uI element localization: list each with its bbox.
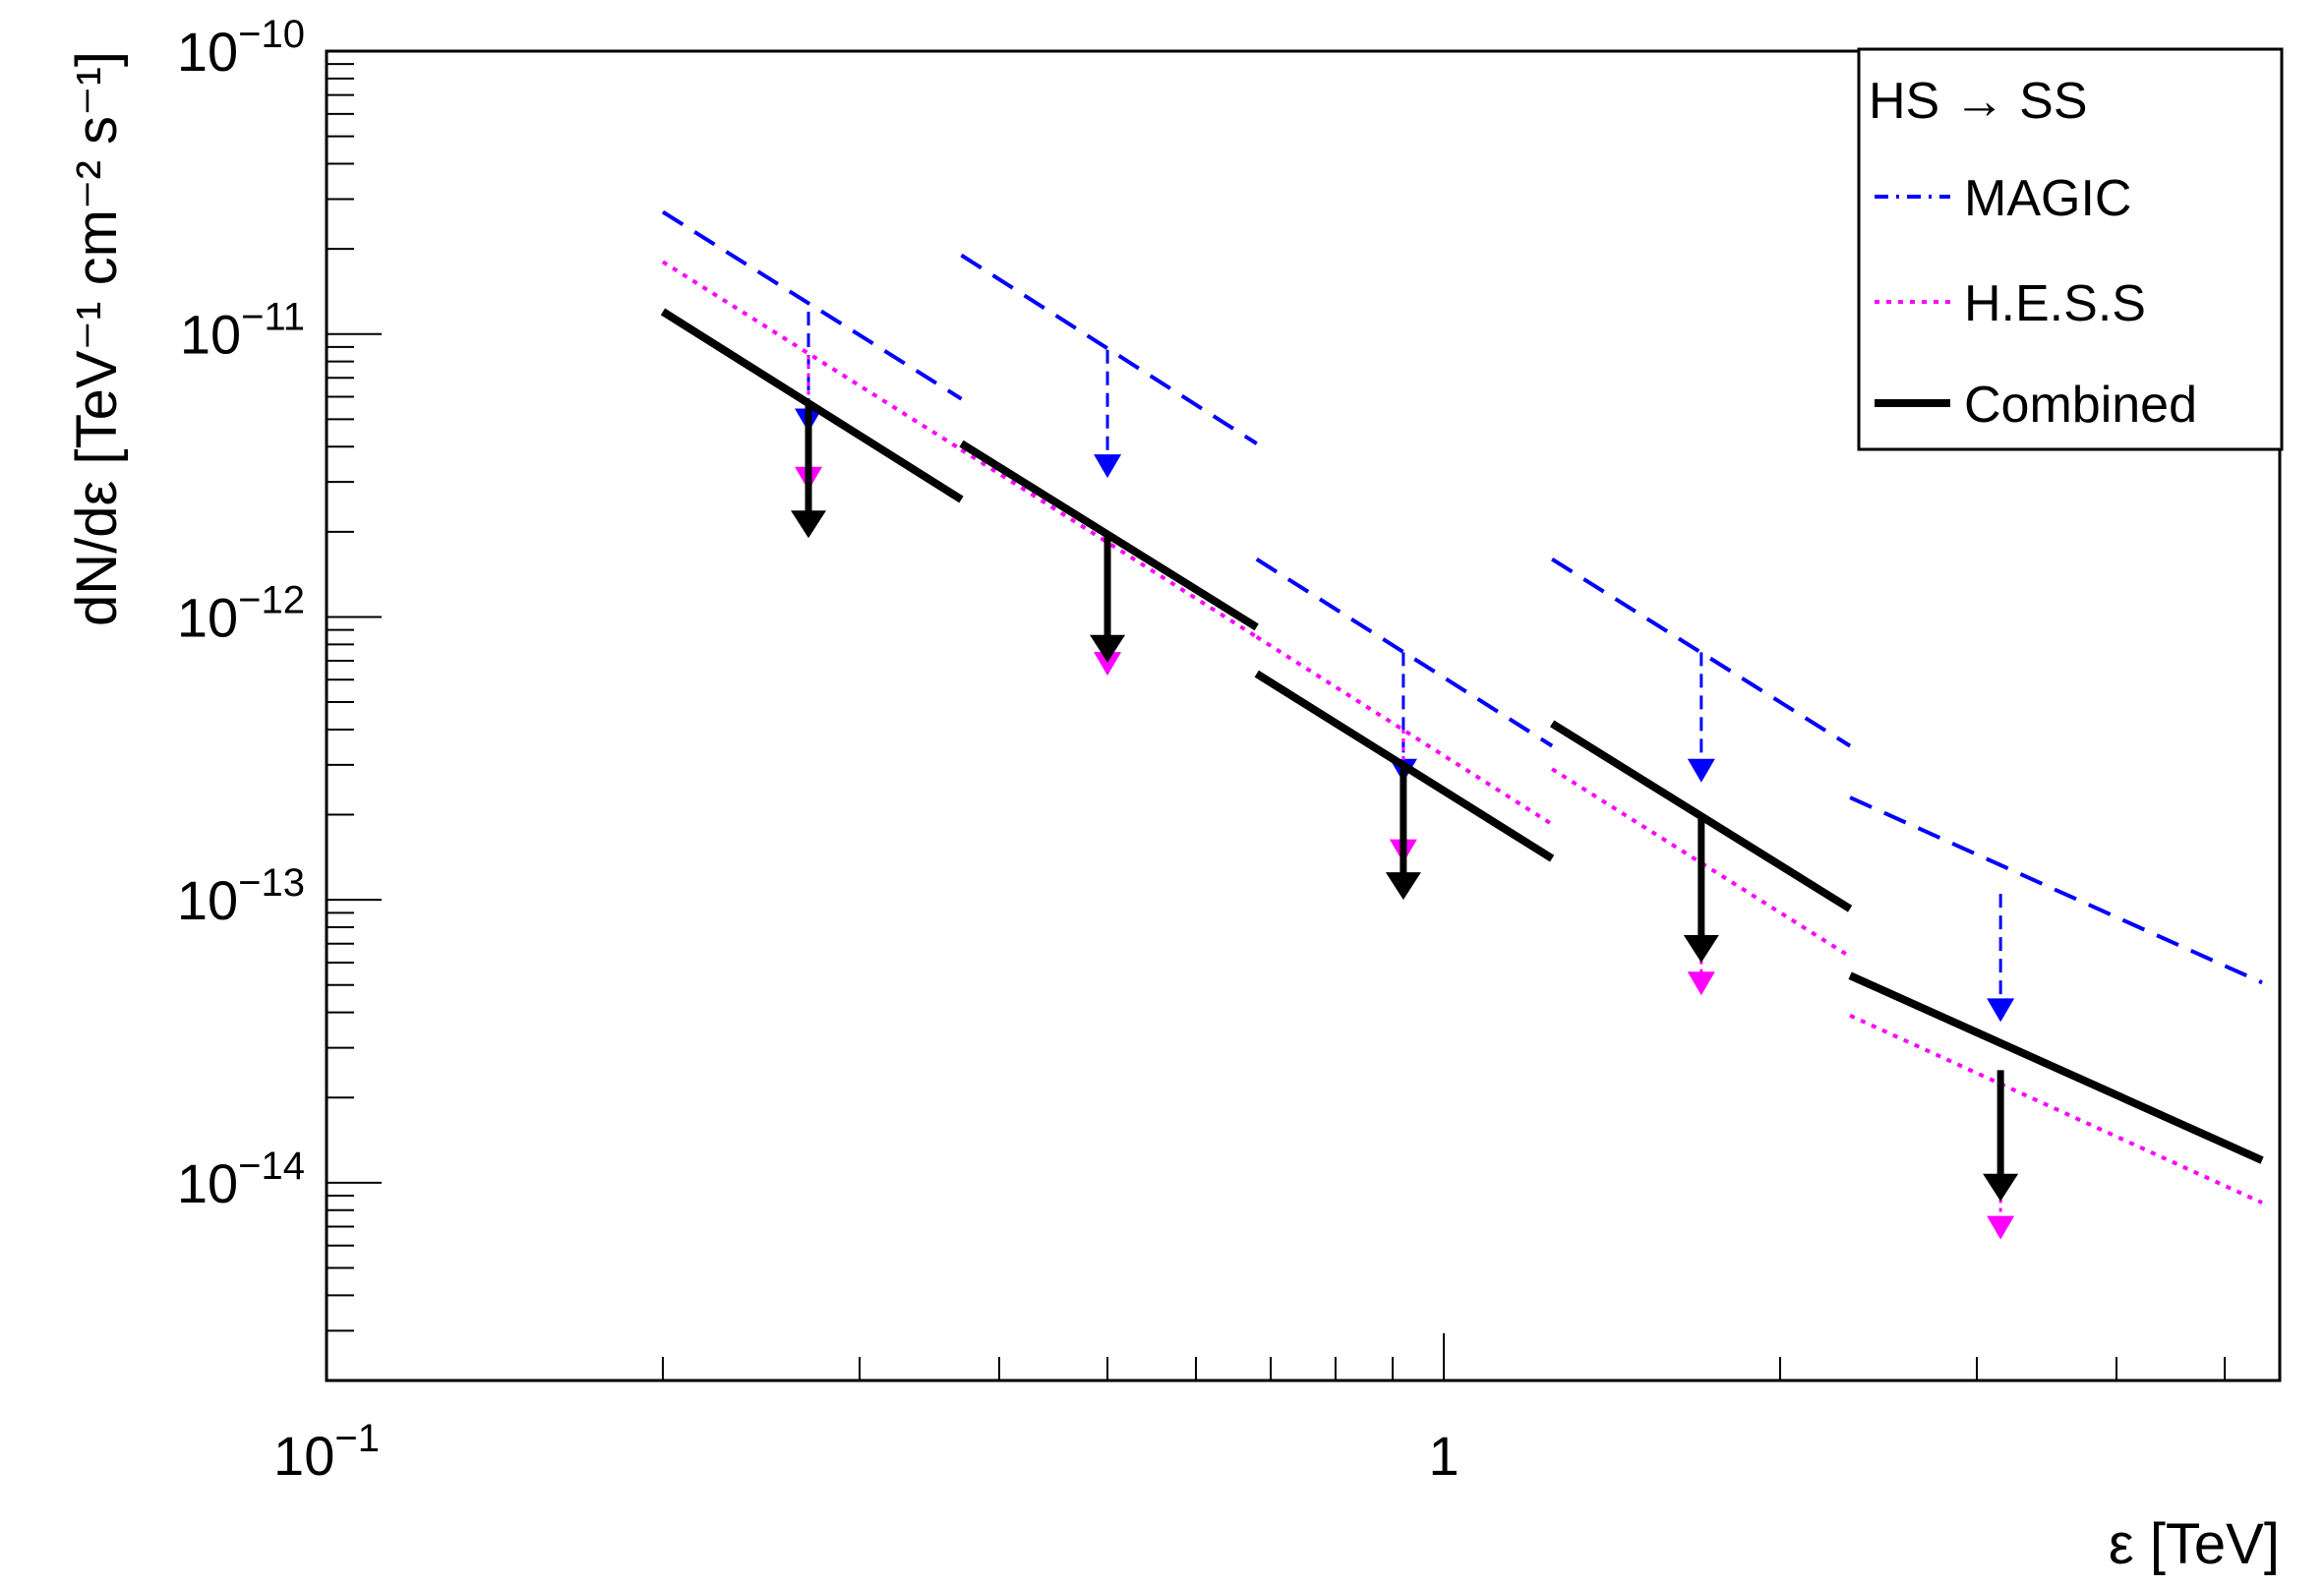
spectrum-segment	[1254, 670, 1555, 862]
spectrum-segment	[1848, 971, 2264, 1164]
upper-limit-arrowhead	[791, 510, 827, 539]
plot-frame	[325, 49, 2282, 1382]
spectrum-segment	[960, 253, 1258, 445]
upper-limit-arrowhead	[1983, 1173, 2019, 1202]
spectrum-segment	[661, 209, 963, 401]
series-magic	[661, 209, 2263, 1023]
legend-box	[1857, 47, 2284, 451]
legend-label-magic: MAGIC	[1964, 170, 2131, 227]
legend-title: HS → SS	[1869, 73, 2088, 130]
axis-ticks	[326, 50, 2227, 1381]
spectrum-segment	[1849, 1014, 2263, 1205]
spectrum-segment	[660, 308, 964, 503]
upper-limit-arrowhead	[1090, 634, 1126, 663]
upper-limit-arrowhead	[1687, 971, 1715, 996]
legend: HS → SS MAGIC H.E.S.S Combined	[1857, 47, 2284, 451]
y-tick-label: 10−10	[177, 13, 305, 83]
legend-label-combined: Combined	[1964, 377, 2197, 434]
upper-limit-arrowhead	[1687, 758, 1715, 783]
upper-limit-arrowhead	[1385, 872, 1421, 901]
upper-limit-arrowhead	[1987, 1215, 2015, 1240]
spectrum-segment	[1849, 795, 2263, 985]
spectrum-segment	[1551, 558, 1852, 748]
series-layer	[660, 209, 2264, 1240]
upper-limit-arrowhead	[1683, 934, 1719, 963]
x-tick-label: 1	[1428, 1425, 1459, 1487]
spectrum-segment	[1255, 558, 1554, 748]
y-tick-label: 10−12	[177, 578, 305, 648]
upper-limit-arrowhead	[1094, 652, 1122, 676]
legend-label-hess: H.E.S.S	[1964, 275, 2146, 332]
x-tick-label: 10−1	[273, 1417, 380, 1487]
upper-limit-arrowhead	[1987, 998, 2015, 1023]
y-tick-label: 10−13	[177, 861, 305, 931]
x-axis-title: ε [TeV]	[2109, 1512, 2280, 1576]
upper-limit-arrowhead	[1094, 454, 1122, 479]
spectrum-segment	[1550, 720, 1853, 912]
series-combined	[660, 308, 2264, 1202]
y-tick-label: 10−14	[177, 1145, 305, 1214]
y-axis-title: dN/dε [TeV⁻¹ cm⁻² s⁻¹]	[65, 51, 129, 626]
y-tick-label: 10−11	[180, 296, 305, 366]
